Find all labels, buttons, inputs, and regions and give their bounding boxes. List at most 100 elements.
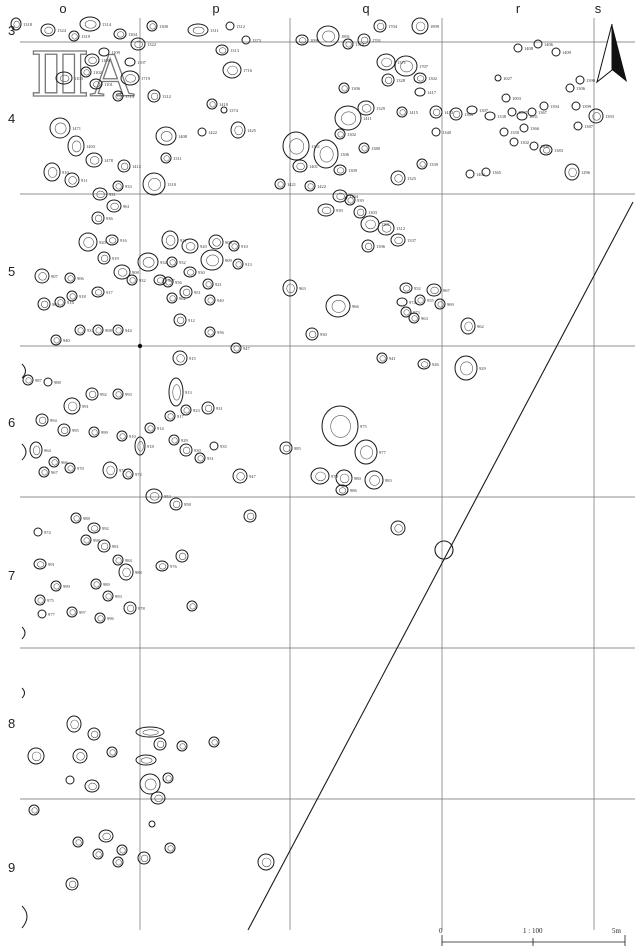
- pit-feature-contour: [51, 459, 58, 466]
- feature-number-label: 929: [181, 438, 189, 443]
- pit-feature-contour: [71, 33, 78, 40]
- feature-number-label: 1319: [81, 34, 91, 39]
- pit-feature-contour: [177, 316, 185, 325]
- pit-feature: [484, 111, 496, 121]
- feature-number-label: 983: [385, 478, 393, 483]
- section-marker: [434, 540, 454, 560]
- pit-feature: [54, 296, 66, 308]
- pit-feature: [200, 249, 224, 271]
- pit-feature: [49, 117, 71, 139]
- pit-feature: [390, 520, 406, 536]
- pit-feature: [282, 279, 298, 297]
- pit-feature: [160, 152, 172, 164]
- feature-number-label: 1408: [178, 134, 188, 139]
- feature-number-label: 1306: [351, 86, 361, 91]
- pit-feature: [66, 290, 78, 302]
- feature-number-label: 1302: [347, 132, 356, 137]
- pit-feature: [105, 234, 119, 246]
- pit-feature-contour: [125, 471, 132, 478]
- feature-number-label: 919: [112, 256, 120, 261]
- feature-number-label: 955: [427, 298, 435, 303]
- feature-number-label: 980: [354, 476, 362, 481]
- feature-number-label: 908: [132, 270, 140, 275]
- pit-feature-contour: [44, 26, 53, 35]
- pit-feature: [112, 90, 124, 102]
- feature-number-label: 1365: [492, 170, 502, 175]
- feature-number-label: 993: [125, 392, 133, 397]
- feature-number-label: 1109: [111, 50, 121, 55]
- feature-number-label: 1422: [208, 130, 217, 135]
- pit-feature: [551, 47, 561, 57]
- pit-feature: [201, 401, 215, 415]
- pit-feature-contour: [84, 20, 97, 29]
- pit-feature: [172, 350, 188, 366]
- feature-number-label: 1331: [311, 144, 320, 149]
- pit-feature: [197, 127, 207, 137]
- pit-feature: [92, 848, 104, 860]
- pit-feature: [166, 292, 178, 304]
- feature-number-label: 970: [77, 466, 85, 471]
- feature-number-label: 1300: [540, 144, 550, 149]
- pit-feature: [155, 560, 169, 572]
- pit-feature-contour: [460, 361, 473, 376]
- pit-feature: [50, 334, 62, 346]
- edge-arc: [21, 905, 28, 929]
- pit-feature: [168, 377, 184, 407]
- scale-zero: 0: [439, 927, 443, 935]
- pit-feature-contour: [115, 557, 122, 564]
- feature-number-label: 917: [177, 414, 185, 419]
- pit-feature: [145, 488, 163, 504]
- pit-feature: [279, 441, 293, 455]
- edge-arc: [21, 626, 26, 640]
- feature-number-label: 1366: [530, 126, 540, 131]
- pit-feature: [161, 230, 179, 250]
- feature-number-label: 997: [79, 610, 87, 615]
- edge-arcs: [21, 363, 28, 929]
- pit-feature-contour: [209, 101, 216, 108]
- feature-number-label: 917: [106, 290, 114, 295]
- pit-feature-contour: [233, 345, 240, 352]
- pit-feature: [575, 75, 585, 85]
- pit-feature-contour: [41, 469, 48, 476]
- pit-feature: [513, 43, 523, 53]
- feature-number-label: 931: [207, 456, 214, 461]
- feature-number-label: 986: [350, 488, 358, 493]
- pit-feature-contour: [179, 743, 186, 750]
- pit-feature: [222, 61, 242, 79]
- pit-feature-contour: [403, 309, 410, 316]
- pit-feature-contour: [137, 441, 144, 452]
- pit-feature-contour: [592, 112, 601, 121]
- pit-feature: [124, 57, 136, 67]
- feature-number-label: 920: [99, 240, 107, 245]
- pit-feature-contour: [141, 854, 149, 863]
- pit-feature: [37, 609, 47, 619]
- pit-feature: [381, 73, 395, 87]
- feature-number-label: 932: [139, 278, 146, 283]
- pit-feature: [394, 55, 418, 77]
- pit-feature: [164, 410, 176, 422]
- feature-number-label: 1107: [137, 60, 147, 65]
- pit-feature: [78, 232, 98, 252]
- pit-feature: [118, 563, 134, 581]
- pit-feature-contour: [347, 197, 354, 204]
- feature-number-label: 981: [112, 544, 119, 549]
- scale-ratio: 1 : 100: [523, 927, 543, 935]
- feature-number-label: 906: [77, 276, 85, 281]
- pit-feature: [80, 66, 92, 78]
- pit-feature-contour: [171, 437, 178, 444]
- pit-feature: [84, 53, 100, 67]
- feature-number-label: 975: [360, 424, 368, 429]
- pit-feature: [354, 439, 378, 465]
- pit-feature-contour: [96, 190, 105, 198]
- pit-feature: [208, 736, 220, 748]
- pit-feature: [38, 466, 50, 478]
- pit-feature: [112, 856, 124, 868]
- pit-feature: [232, 468, 248, 484]
- pit-feature: [416, 158, 428, 170]
- pit-feature-contour: [307, 183, 314, 190]
- pit-feature-contour: [71, 140, 82, 153]
- pit-feature: [317, 203, 335, 217]
- pit-feature: [411, 17, 429, 35]
- pit-feature: [84, 779, 100, 793]
- feature-number-label: 1409: [562, 50, 572, 55]
